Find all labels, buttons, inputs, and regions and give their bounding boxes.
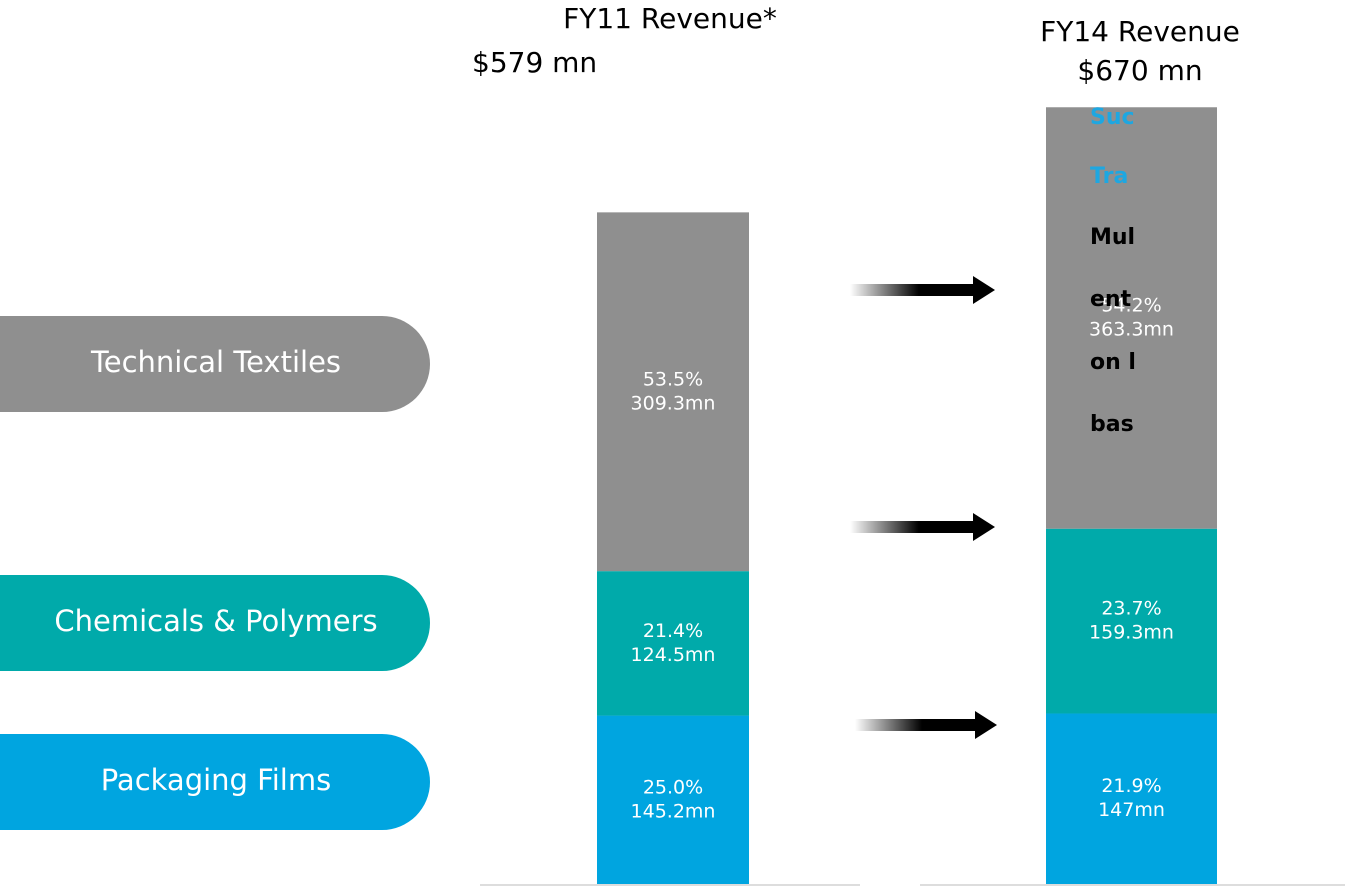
legend-item: Technical Textiles	[0, 316, 430, 412]
annotation: Tra	[1090, 164, 1128, 189]
legend-item: Chemicals & Polymers	[0, 575, 430, 671]
arrow	[850, 513, 995, 541]
legend-pill	[0, 575, 430, 671]
legend-pill	[0, 734, 430, 830]
value-label: 363.3mn	[1089, 318, 1174, 340]
total-label: $670 mn	[1077, 54, 1202, 87]
value-label: 159.3mn	[1089, 622, 1174, 644]
category-label: FY11 Revenue*	[563, 2, 777, 35]
legend-item: Packaging Films	[0, 734, 430, 830]
arrow	[850, 276, 995, 304]
bar-segment	[1046, 713, 1217, 884]
value-label: 309.3mn	[631, 392, 716, 414]
legend-label: Chemicals & Polymers	[54, 604, 377, 638]
legend-label: Packaging Films	[101, 763, 331, 797]
share-label: 25.0%	[643, 776, 703, 798]
bar-segment	[597, 571, 749, 716]
annotation: ent	[1090, 287, 1132, 312]
value-label: 147mn	[1098, 799, 1165, 821]
bar-segment	[597, 715, 749, 884]
share-label: 21.4%	[643, 620, 703, 642]
value-label: 124.5mn	[631, 644, 716, 666]
arrow	[855, 711, 997, 739]
bar-segment	[597, 212, 749, 572]
share-label: 21.9%	[1101, 775, 1161, 797]
legend-label: Technical Textiles	[90, 345, 341, 379]
value-label: 145.2mn	[631, 800, 716, 822]
bar-segment	[1046, 107, 1217, 529]
annotation: Suc	[1090, 105, 1135, 130]
bar-segment	[1046, 528, 1217, 714]
total-label: $579 mn	[472, 46, 597, 79]
share-label: 54.2%	[1101, 294, 1161, 316]
annotation: bas	[1090, 412, 1134, 437]
category-label: FY14 Revenue	[1040, 15, 1240, 48]
annotation: Mul	[1090, 225, 1135, 250]
share-label: 23.7%	[1101, 598, 1161, 620]
annotation: on l	[1090, 350, 1136, 375]
share-label: 53.5%	[643, 368, 703, 390]
legend-pill	[0, 316, 430, 412]
